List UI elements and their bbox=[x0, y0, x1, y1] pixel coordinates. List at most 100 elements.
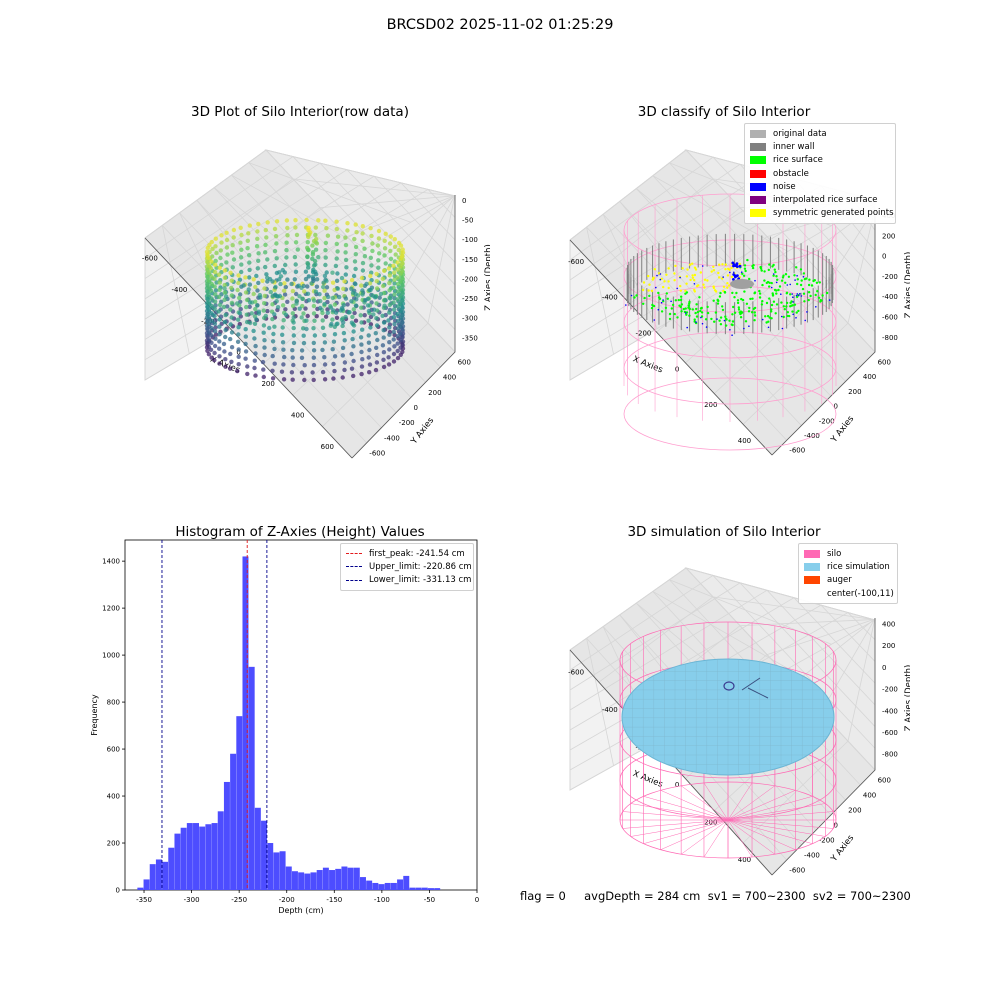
p1-point bbox=[299, 315, 304, 320]
p1-point bbox=[320, 325, 326, 330]
p1-point bbox=[212, 313, 217, 319]
p1-point bbox=[351, 373, 356, 379]
p1-point bbox=[302, 363, 307, 368]
p1-point bbox=[391, 359, 397, 364]
p1-point bbox=[253, 306, 258, 312]
p1-point bbox=[302, 377, 307, 383]
p1-point bbox=[398, 256, 403, 261]
p1-point bbox=[396, 326, 401, 331]
p2-rice-point bbox=[718, 276, 721, 279]
p1-grid bbox=[144, 162, 321, 279]
p1-point bbox=[362, 254, 368, 259]
p1-point bbox=[398, 315, 403, 321]
p4-grid bbox=[685, 567, 876, 621]
p4-silo-floor-rib bbox=[727, 819, 813, 844]
p2-rice-point bbox=[694, 268, 698, 271]
p2-rice-point bbox=[745, 302, 749, 305]
p1-point bbox=[353, 252, 358, 257]
p1-point bbox=[231, 257, 237, 262]
p1-point bbox=[263, 264, 268, 270]
p1-point bbox=[313, 225, 318, 230]
p1-point bbox=[331, 339, 337, 344]
p1-point bbox=[400, 275, 405, 281]
p1-point bbox=[300, 296, 305, 301]
p1-point bbox=[206, 344, 212, 350]
p1-point bbox=[225, 252, 230, 257]
p2-rice-point bbox=[801, 287, 805, 291]
p1-point bbox=[229, 278, 234, 283]
p1-point bbox=[351, 273, 357, 279]
p1-point bbox=[382, 253, 387, 258]
p1-point bbox=[231, 235, 236, 240]
p2-x-tick-label: -400 bbox=[602, 294, 618, 302]
p2-rice-point bbox=[679, 298, 683, 302]
p1-point bbox=[243, 327, 248, 332]
p2-noise-point bbox=[795, 294, 798, 297]
p4-x-tick-label: 400 bbox=[738, 856, 751, 864]
p2-rice-point bbox=[714, 311, 718, 314]
p1-point bbox=[366, 340, 372, 345]
p2-noise-point bbox=[799, 293, 801, 295]
p1-point bbox=[206, 263, 211, 268]
p1-point bbox=[246, 287, 251, 292]
p2-rice-point bbox=[807, 283, 811, 287]
p1-point bbox=[380, 313, 385, 318]
p1-point bbox=[359, 349, 364, 355]
p2-rice-point bbox=[647, 289, 650, 292]
p1-point bbox=[353, 244, 359, 250]
p4-silo-floor-rib bbox=[660, 790, 729, 821]
p2-rice-point bbox=[726, 274, 730, 277]
p2-grid bbox=[652, 175, 789, 252]
p1-point bbox=[311, 278, 316, 283]
y-tick-label: 800 bbox=[107, 699, 120, 707]
p2-rice-point bbox=[726, 282, 729, 285]
p1-point bbox=[281, 362, 286, 367]
p2-noise-point bbox=[796, 275, 798, 277]
p2-x-tick-label: 200 bbox=[704, 401, 717, 409]
p2-noise-point bbox=[734, 264, 737, 267]
p1-point bbox=[253, 343, 258, 349]
p2-rice-point bbox=[681, 267, 684, 270]
p1-point bbox=[330, 270, 335, 275]
p1-point bbox=[352, 310, 357, 316]
p1-point bbox=[282, 292, 288, 297]
p2-y-tick-label: -200 bbox=[819, 417, 835, 425]
p1-point bbox=[214, 280, 219, 285]
p1-point bbox=[209, 259, 214, 264]
p2-rice-point bbox=[810, 284, 814, 287]
p4-silo-floor-rib bbox=[727, 819, 753, 858]
p2-rice-point bbox=[761, 300, 764, 303]
p1-point bbox=[368, 226, 373, 231]
p1-point bbox=[313, 289, 319, 294]
histogram-bar bbox=[242, 556, 249, 890]
p1-point bbox=[323, 255, 328, 260]
p2-rice-point bbox=[724, 268, 727, 271]
p1-point bbox=[301, 333, 306, 338]
p2-rice-point bbox=[773, 288, 777, 292]
p2-rice-point bbox=[635, 294, 638, 297]
p2-rice-point bbox=[721, 263, 724, 266]
p2-rice-point bbox=[642, 302, 645, 305]
p1-point bbox=[305, 240, 310, 245]
p1-point bbox=[265, 257, 270, 262]
p1-point bbox=[255, 266, 260, 271]
p2-grid bbox=[569, 171, 768, 301]
histogram-bar bbox=[211, 823, 218, 890]
histogram-bar bbox=[137, 887, 144, 890]
histogram-bar bbox=[434, 888, 441, 890]
p1-point bbox=[245, 246, 250, 251]
p2-rice-point bbox=[676, 316, 679, 319]
p1-point bbox=[272, 226, 278, 232]
p1-point bbox=[228, 351, 233, 357]
p1-point bbox=[323, 240, 329, 246]
p1-point bbox=[322, 301, 327, 307]
p1-grid bbox=[319, 162, 456, 308]
p1-point bbox=[322, 362, 328, 367]
p1-point bbox=[382, 268, 387, 273]
p1-point bbox=[251, 277, 256, 282]
legend-label: silo bbox=[827, 548, 842, 559]
p2-noise-point bbox=[670, 300, 672, 303]
p2-grid bbox=[619, 201, 817, 412]
p2-rice-point bbox=[671, 303, 675, 307]
p1-point bbox=[229, 300, 235, 306]
